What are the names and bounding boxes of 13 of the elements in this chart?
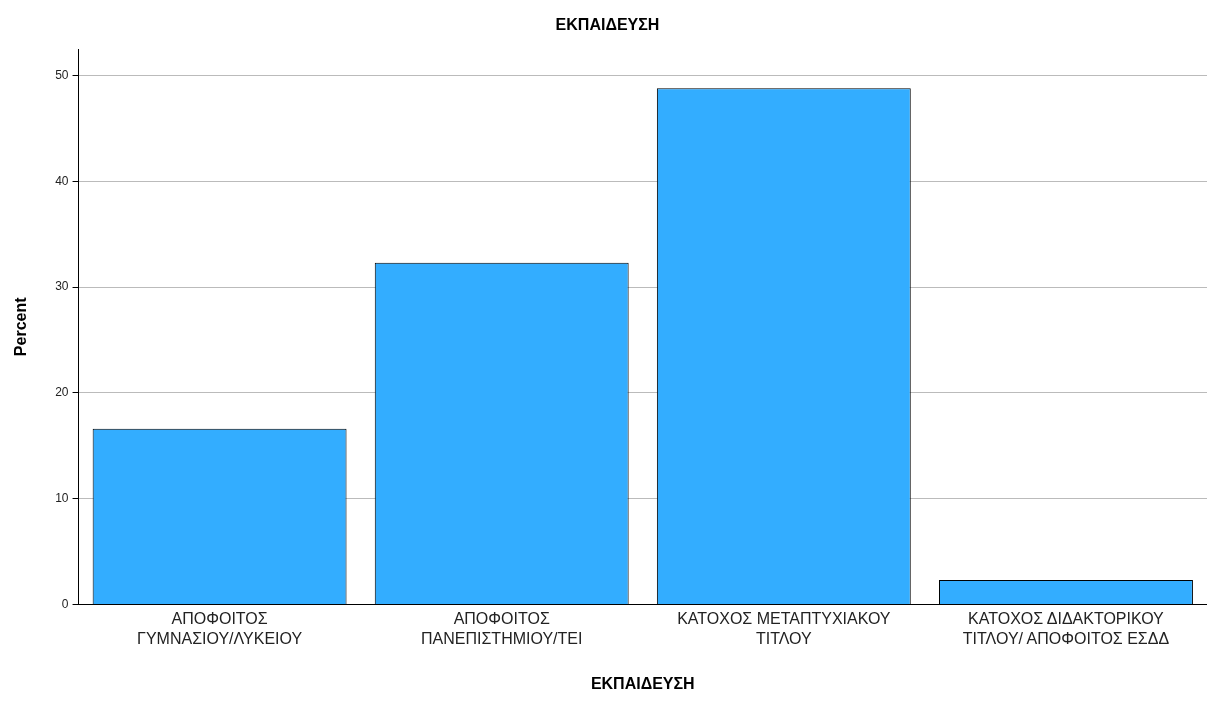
y-tick-label: 30 xyxy=(55,279,69,294)
x-axis-title: ΕΚΠΑΙΔΕΥΣΗ xyxy=(590,674,695,692)
y-tick-label: 20 xyxy=(55,385,69,400)
y-tick-label: 40 xyxy=(55,173,69,188)
x-tick-label: ΑΠΟΦΟΙΤΟΣ ΠΑΝΕΠΙΣΤΗΜΙΟΥ/ΤΕΙ xyxy=(421,610,583,647)
y-tick-label: 0 xyxy=(61,596,69,611)
y-axis-title: Percent xyxy=(12,296,30,357)
chart-title: ΕΚΠΑΙΔΕΥΣΗ xyxy=(555,16,660,34)
x-tick-label: ΚΑΤΟΧΟΣ ΔΙΔΑΚΤΟΡΙΚΟΥ ΤΙΤΛΟΥ/ ΑΠΟΦΟΙΤΟΣ ΕΣΔΔ xyxy=(962,610,1170,647)
x-tick-label: ΑΠΟΦΟΙΤΟΣ ΓΥΜΝΑΣΙΟΥ/ΛΥΚΕΙΟΥ xyxy=(137,610,303,647)
y-tick-label: 50 xyxy=(55,67,69,82)
y-tick-label: 10 xyxy=(55,490,69,505)
x-tick-label: ΚΑΤΟΧΟΣ ΜΕΤΑΠΤΥΧΙΑΚΟΥ ΤΙΤΛΟΥ xyxy=(677,610,891,647)
